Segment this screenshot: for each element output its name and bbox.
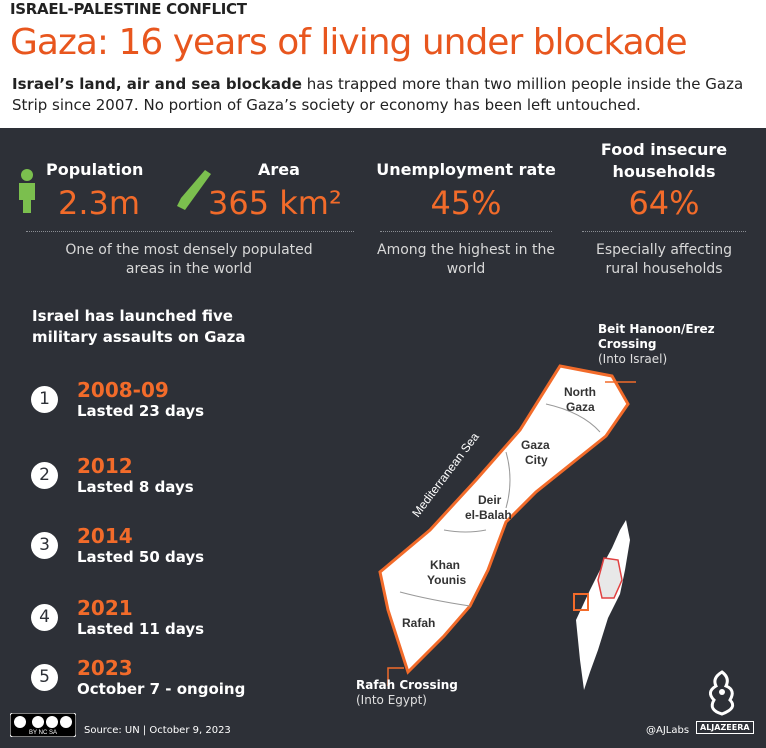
number-badge: 2 <box>31 462 58 489</box>
region-label: el-Balah <box>465 508 512 522</box>
area-value: 365 km² <box>208 184 342 222</box>
divider <box>582 231 746 232</box>
region-border <box>505 451 511 509</box>
region-label: City <box>525 453 548 467</box>
gaza-strip-outline <box>378 364 630 675</box>
erez-callout: Beit Hanoon/Erez Crossing (Into Israel) <box>598 322 715 367</box>
header: ISRAEL-PALESTINE CONFLICT Gaza: 16 years… <box>0 0 766 128</box>
list-item: 3 2014 Lasted 50 days <box>28 524 288 576</box>
cc-text: BY NC SA <box>29 730 57 736</box>
erez-name: Beit Hanoon/Erez <box>598 322 715 336</box>
erez-sub: (Into Israel) <box>598 352 668 366</box>
region-border <box>545 403 601 433</box>
intro-bold: Israel’s land, air and sea blockade <box>12 75 302 93</box>
assault-duration: Lasted 50 days <box>77 548 205 566</box>
region-label: Younis <box>427 573 466 587</box>
west-bank-shape <box>597 557 623 599</box>
number-badge: 3 <box>31 532 58 559</box>
pop-area-desc: One of the most densely populated areas … <box>65 242 313 277</box>
food-value: 64% <box>628 184 700 222</box>
area-label: Area <box>258 160 300 179</box>
intro-rest: has trapped more than two million people… <box>12 75 744 114</box>
intro-text: Israel’s land, air and sea blockade has … <box>12 74 756 116</box>
assault-duration: October 7 - ongoing <box>77 680 246 698</box>
cc-license-badge: BY NC SA <box>9 712 77 741</box>
region-label: Gaza <box>566 400 595 414</box>
list-item: 4 2021 Lasted 11 days <box>28 596 288 648</box>
assault-duration: Lasted 11 days <box>77 620 205 638</box>
region-label: Gaza <box>521 438 550 452</box>
inset-gaza-highlight <box>573 593 589 611</box>
region-border <box>399 591 471 607</box>
inset-map <box>576 520 630 690</box>
population-label: Population <box>46 160 144 179</box>
region-border <box>443 529 487 533</box>
page-title: Gaza: 16 years of living under blockade <box>10 22 688 63</box>
unemployment-value: 45% <box>430 184 502 222</box>
food-desc: Especially affecting rural households <box>596 242 732 277</box>
rafah-callout-line <box>387 667 404 686</box>
assaults-heading: Israel has launched five military assaul… <box>32 307 246 346</box>
divider <box>26 231 354 232</box>
region-label: Khan <box>430 558 460 572</box>
assault-year: 2023 <box>77 656 133 680</box>
unemployment-label: Unemployment rate <box>376 160 556 179</box>
kicker: ISRAEL-PALESTINE CONFLICT <box>10 0 247 18</box>
region-label: North <box>564 385 596 399</box>
source-text: Source: UN | October 9, 2023 <box>84 725 231 736</box>
assault-year: 2021 <box>77 596 133 620</box>
list-item: 2 2012 Lasted 8 days <box>28 454 288 506</box>
number-badge: 4 <box>31 604 58 631</box>
assault-year: 2008-09 <box>77 378 169 402</box>
erez-name: Crossing <box>598 337 657 351</box>
brand-badge: ALJAZEERA <box>696 721 754 734</box>
assault-duration: Lasted 8 days <box>77 478 194 496</box>
divider <box>380 231 552 232</box>
aljazeera-logo <box>709 670 735 716</box>
rafah-callout: Rafah Crossing (Into Egypt) <box>356 678 458 708</box>
number-badge: 1 <box>31 386 58 413</box>
assault-year: 2014 <box>77 524 133 548</box>
list-item: 1 2008-09 Lasted 23 days <box>28 378 288 430</box>
assault-year: 2012 <box>77 454 133 478</box>
credit-text: @AJLabs <box>646 725 690 736</box>
number-badge: 5 <box>31 664 58 691</box>
assault-duration: Lasted 23 days <box>77 402 205 420</box>
region-label: Deir <box>478 493 502 507</box>
food-label: Food insecure households <box>600 140 728 181</box>
gaza-strip-icon <box>177 170 211 210</box>
region-label: Rafah <box>402 616 435 630</box>
population-value: 2.3m <box>58 184 141 222</box>
person-icon <box>19 169 35 213</box>
unemployment-desc: Among the highest in the world <box>377 242 555 277</box>
list-item: 5 2023 October 7 - ongoing <box>28 656 288 708</box>
rafah-sub: (Into Egypt) <box>356 693 427 707</box>
rafah-name: Rafah Crossing <box>356 678 458 692</box>
